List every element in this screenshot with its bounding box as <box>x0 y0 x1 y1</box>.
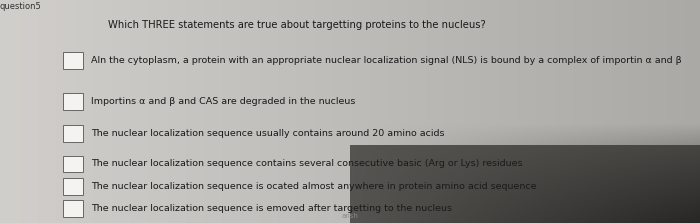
Text: The nuclear localization sequence contains several consecutive basic (Arg or Lys: The nuclear localization sequence contai… <box>91 159 522 168</box>
Text: Aln the cytoplasm, a protein with an appropriate nuclear localization signal (NL: Aln the cytoplasm, a protein with an app… <box>91 56 682 65</box>
Bar <box>63 156 83 172</box>
Text: ansh: ansh <box>342 213 358 219</box>
Text: question5: question5 <box>0 2 42 11</box>
Bar <box>350 145 700 223</box>
Bar <box>63 126 83 142</box>
Bar <box>63 200 83 217</box>
Bar <box>63 93 83 110</box>
Text: The nuclear localization sequence is ocated almost anywhere in protein amino aci: The nuclear localization sequence is oca… <box>91 182 536 191</box>
Text: Importins α and β and CAS are degraded in the nucleus: Importins α and β and CAS are degraded i… <box>91 97 356 106</box>
Bar <box>63 178 83 194</box>
Text: Which THREE statements are true about targetting proteins to the nucleus?: Which THREE statements are true about ta… <box>108 20 486 30</box>
Text: The nuclear localization sequence usually contains around 20 amino acids: The nuclear localization sequence usuall… <box>91 129 444 138</box>
Bar <box>63 52 83 68</box>
Text: The nuclear localization sequence is emoved after targetting to the nucleus: The nuclear localization sequence is emo… <box>91 204 452 213</box>
